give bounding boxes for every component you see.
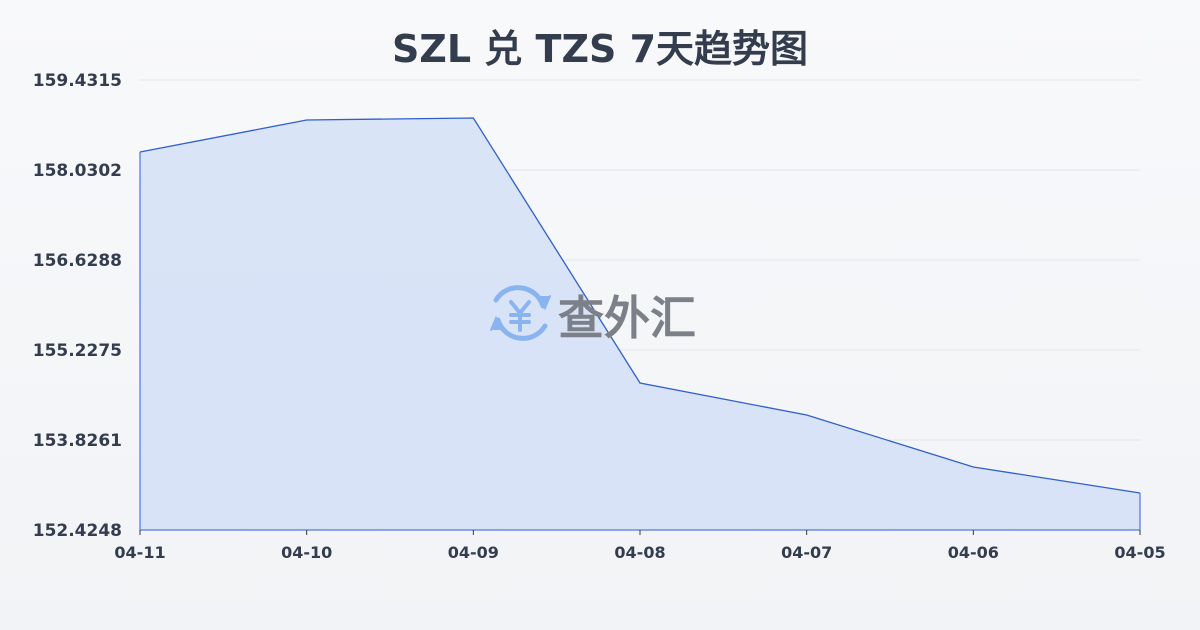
watermark-logo: 查外汇 [490,285,696,345]
x-tick-label: 04-07 [781,543,832,562]
y-tick-label: 155.2275 [33,341,122,361]
x-tick-label: 04-06 [948,543,999,562]
chart-title: SZL 兑 TZS 7天趋势图 [391,27,809,71]
y-tick-label: 156.6288 [33,251,122,271]
yen-exchange-icon [490,285,551,341]
x-tick-label: 04-05 [1114,543,1165,562]
y-tick-label: 153.8261 [33,431,122,451]
y-tick-label: 152.4248 [33,521,122,541]
x-tick-label: 04-09 [448,543,499,562]
y-tick-label: 159.4315 [33,71,122,91]
x-tick-label: 04-08 [614,543,665,562]
x-tick-label: 04-11 [114,543,165,562]
x-tick-label: 04-10 [281,543,332,562]
area-fill [140,117,1140,530]
watermark-text: 查外汇 [558,291,696,345]
y-tick-label: 158.0302 [33,161,122,181]
